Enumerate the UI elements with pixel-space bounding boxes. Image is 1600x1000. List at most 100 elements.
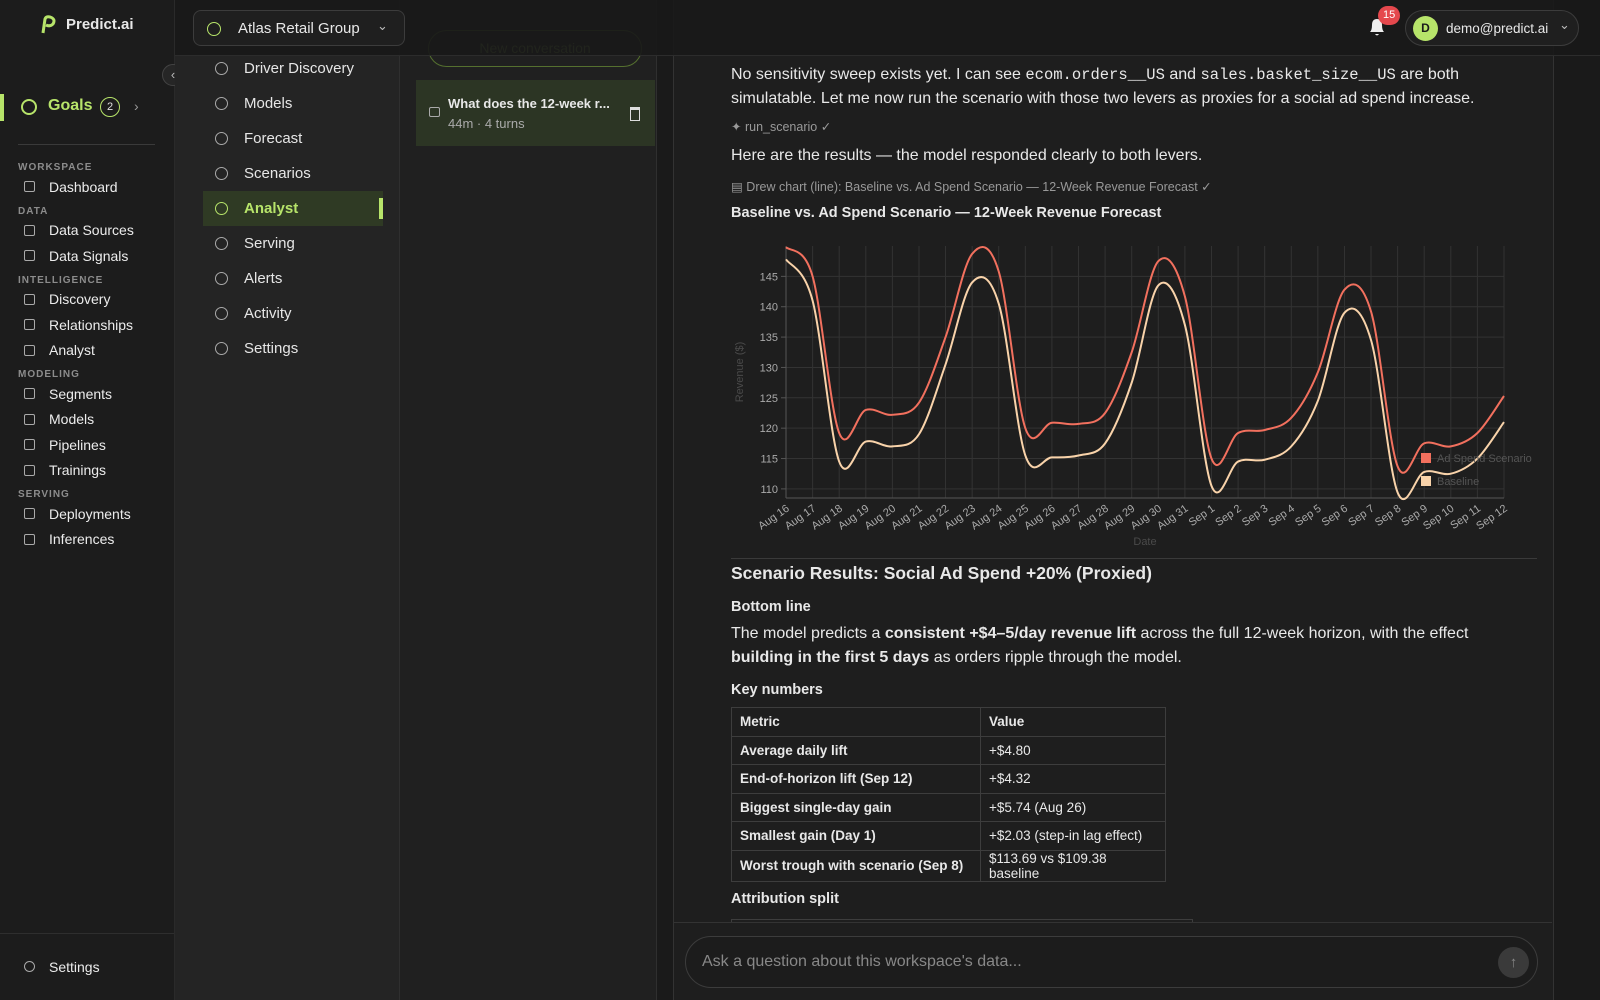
cell: Biggest single-day gain [731,792,981,822]
nav-item[interactable]: Models [18,407,168,433]
topbar [175,0,1600,56]
icon [429,107,440,117]
nav-item[interactable]: Discovery [18,287,168,313]
y-axis-label: Revenue ($) [734,342,746,403]
conversation-title: What does the 12-week r... [448,96,610,111]
chart-call: ▤ Drew chart (line): Baseline vs. Ad Spe… [731,180,1212,194]
nav-item[interactable]: Data Signals [18,243,168,269]
subnav-item[interactable]: Analyst [203,191,383,226]
label: Settings [244,340,299,357]
icon [24,388,35,400]
subnav-item[interactable]: Forecast [203,121,383,156]
nav-item[interactable]: Dashboard [18,174,168,200]
y-tick-label: 140 [760,302,778,314]
nav-item[interactable]: Relationships [18,312,168,338]
label: Models [244,95,293,112]
key-numbers-table: Metric Value Average daily lift +$4.80 End-o… [731,707,1166,882]
icon [24,293,35,305]
nav-item[interactable]: Segments [18,381,168,407]
goals-indicator [0,94,4,121]
conversation-meta: 44m · 4 turns [448,116,525,131]
nav-item[interactable]: Inferences [18,527,168,553]
cell: End-of-horizon lift (Sep 12) [731,764,981,794]
subnav-item[interactable]: Models [203,86,383,121]
label: Data Sources [49,222,134,239]
intro: No sensitivity sweep exists yet. I can s… [731,63,1491,111]
table-row: Worst trough with scenario (Sep 8) $113.6… [731,849,1166,882]
x-tick-label: Sep 6 [1320,503,1350,529]
x-tick-label: Aug 31 [1155,503,1190,533]
subnav-panel [175,0,400,1000]
label: Forecast [244,130,303,147]
user-menu[interactable]: D demo@predict.ai ⌄ [1405,10,1579,46]
table-row: Smallest gain (Day 1) +$2.03 (step-in lag… [731,821,1166,851]
icon [24,344,35,356]
brand: Predict.ai [66,16,134,33]
goals-icon [21,99,37,115]
composer[interactable]: Ask a question about this workspace's da… [685,936,1538,988]
table-edge [731,919,1193,922]
goals-label[interactable]: Goals [48,97,93,114]
subnav-active-bar [379,198,383,219]
y-tick-label: 125 [760,393,778,405]
nav-item[interactable]: Trainings [18,458,168,484]
label: Data Signals [49,247,129,264]
subnav-item[interactable]: Activity [203,296,383,331]
nav-item[interactable]: Deployments [18,501,168,527]
subheading: Bottom line [731,599,811,615]
x-tick-label: Sep 5 [1293,503,1323,529]
divider [673,922,1552,923]
nav-item[interactable]: Data Sources [18,218,168,244]
table-header: Metric Value [731,707,1166,737]
series-line [785,258,1505,501]
icon [24,250,35,262]
legend-label: Ad Spend Scenario [1437,453,1532,465]
icon [215,237,228,250]
nav-section-title: MODELING [18,369,80,380]
subheading: Key numbers [731,682,823,698]
x-tick-label: Sep 2 [1213,503,1243,529]
goals-count: 2 [100,97,120,117]
cell: +$5.74 (Aug 26) [980,792,1166,822]
subnav-item[interactable]: Alerts [203,261,383,296]
bell[interactable] [1366,16,1388,38]
subnav-item[interactable]: Driver Discovery [203,51,383,86]
icon [24,439,35,451]
heading: Scenario Results: Social Ad Spend +20% (… [731,563,1152,583]
subheading: Attribution split [731,891,839,907]
icon [215,202,228,215]
workspace-selector[interactable]: Atlas Retail Group ⌄ [193,10,405,46]
legend-swatch [1421,476,1431,486]
header-cell: Metric [731,707,981,737]
subnav-item[interactable]: Serving [203,226,383,261]
text: across the full 12-week horizon, with th… [1136,625,1469,642]
send-button[interactable]: ↑ [1498,947,1529,978]
subnav-item[interactable]: Settings [203,331,383,366]
delete-button[interactable] [630,107,640,121]
subnav-active-bg [203,191,383,226]
label: Analyst [244,200,299,217]
text: as orders ripple through the model. [929,649,1182,666]
y-tick-label: 135 [760,332,778,344]
subnav-item[interactable]: Scenarios [203,156,383,191]
icon [215,167,228,180]
results-intro: Here are the results — the model respond… [731,147,1203,164]
x-tick-label: Sep 3 [1240,503,1270,529]
nav-item[interactable]: Pipelines [18,432,168,458]
divider [18,144,155,145]
label: Settings [49,958,100,975]
label: Serving [244,235,295,252]
nav-section-title: WORKSPACE [18,162,93,173]
conversation-item[interactable]: What does the 12-week r... 44m · 4 turns [416,80,655,146]
sidebar-settings[interactable]: Settings [18,954,100,980]
nav-item[interactable]: Analyst [18,338,168,364]
label: Deployments [49,505,131,522]
notification-count: 15 [1378,6,1401,25]
chart-title: Baseline vs. Ad Spend Scenario — 12-Week… [731,205,1162,221]
y-tick-label: 120 [760,423,778,435]
logo [41,15,56,34]
label: Activity [244,305,292,322]
text: and [1164,66,1201,83]
goals-chevron[interactable]: › [134,98,139,114]
